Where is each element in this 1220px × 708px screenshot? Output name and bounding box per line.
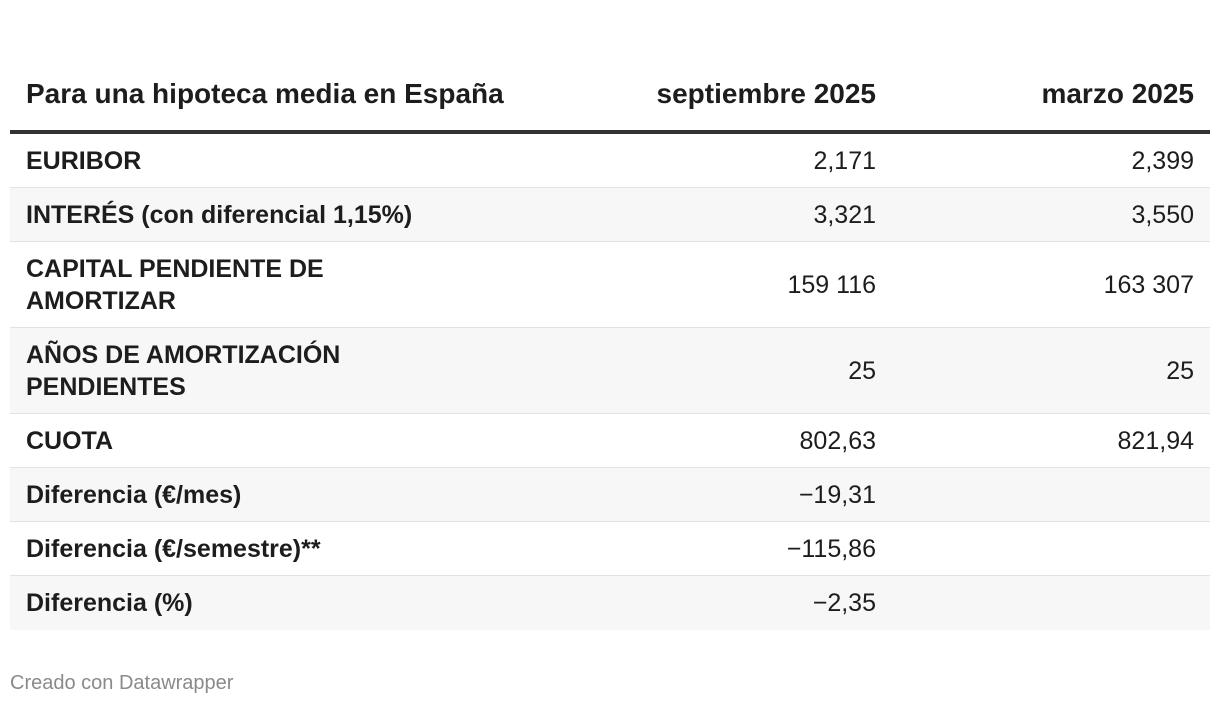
table-row-diferencia-mes: Diferencia (€/mes) −19,31 (10, 468, 1210, 522)
header-label: Para una hipoteca media en España (26, 78, 504, 109)
cell-march: 821,94 (1117, 426, 1194, 455)
table-row-interes: INTERÉS (con diferencial 1,15%) 3,321 3,… (10, 188, 1210, 242)
row-label: Diferencia (%) (26, 589, 193, 617)
table-row-diferencia-pct: Diferencia (%) −2,35 (10, 576, 1210, 630)
row-label: EURIBOR (26, 146, 142, 175)
cell-september: 802,63 (799, 426, 876, 455)
row-label: CUOTA (26, 426, 114, 455)
row-label: Diferencia (€/semestre)** (26, 534, 321, 563)
row-label: CAPITAL PENDIENTE DE AMORTIZAR (26, 254, 324, 315)
table-header: Para una hipoteca media en España septie… (10, 44, 1210, 134)
row-label: AÑOS DE AMORTIZACIÓN PENDIENTES (26, 340, 341, 401)
cell-march: 163 307 (1103, 270, 1194, 299)
cell-september: 159 116 (787, 270, 876, 299)
table-row-euribor: EURIBOR 2,171 2,399 (10, 134, 1210, 188)
cell-september: 3,321 (813, 200, 876, 229)
datawrapper-credit: Creado con Datawrapper (10, 672, 234, 694)
header-september-2025: septiembre 2025 (656, 78, 876, 109)
row-label: INTERÉS (con diferencial 1,15%) (26, 200, 413, 229)
table-row-anos: AÑOS DE AMORTIZACIÓN PENDIENTES 25 25 (10, 328, 1210, 414)
cell-march: 3,550 (1131, 200, 1194, 229)
cell-september: 25 (848, 356, 876, 385)
header-march-2025: marzo 2025 (1041, 78, 1194, 109)
row-label: Diferencia (€/mes) (26, 480, 242, 509)
cell-september: 2,171 (813, 146, 876, 175)
cell-march: 25 (1166, 356, 1194, 385)
cell-september: −115,86 (786, 534, 876, 563)
table-row-diferencia-semestre: Diferencia (€/semestre)** −115,86 (10, 522, 1210, 576)
cell-september: −2,35 (812, 589, 876, 617)
table-row-cuota: CUOTA 802,63 821,94 (10, 414, 1210, 468)
cell-march: 2,399 (1131, 146, 1194, 175)
mortgage-table: Para una hipoteca media en España septie… (10, 44, 1210, 630)
table-row-capital: CAPITAL PENDIENTE DE AMORTIZAR 159 116 1… (10, 242, 1210, 328)
cell-september: −19,31 (798, 480, 876, 509)
